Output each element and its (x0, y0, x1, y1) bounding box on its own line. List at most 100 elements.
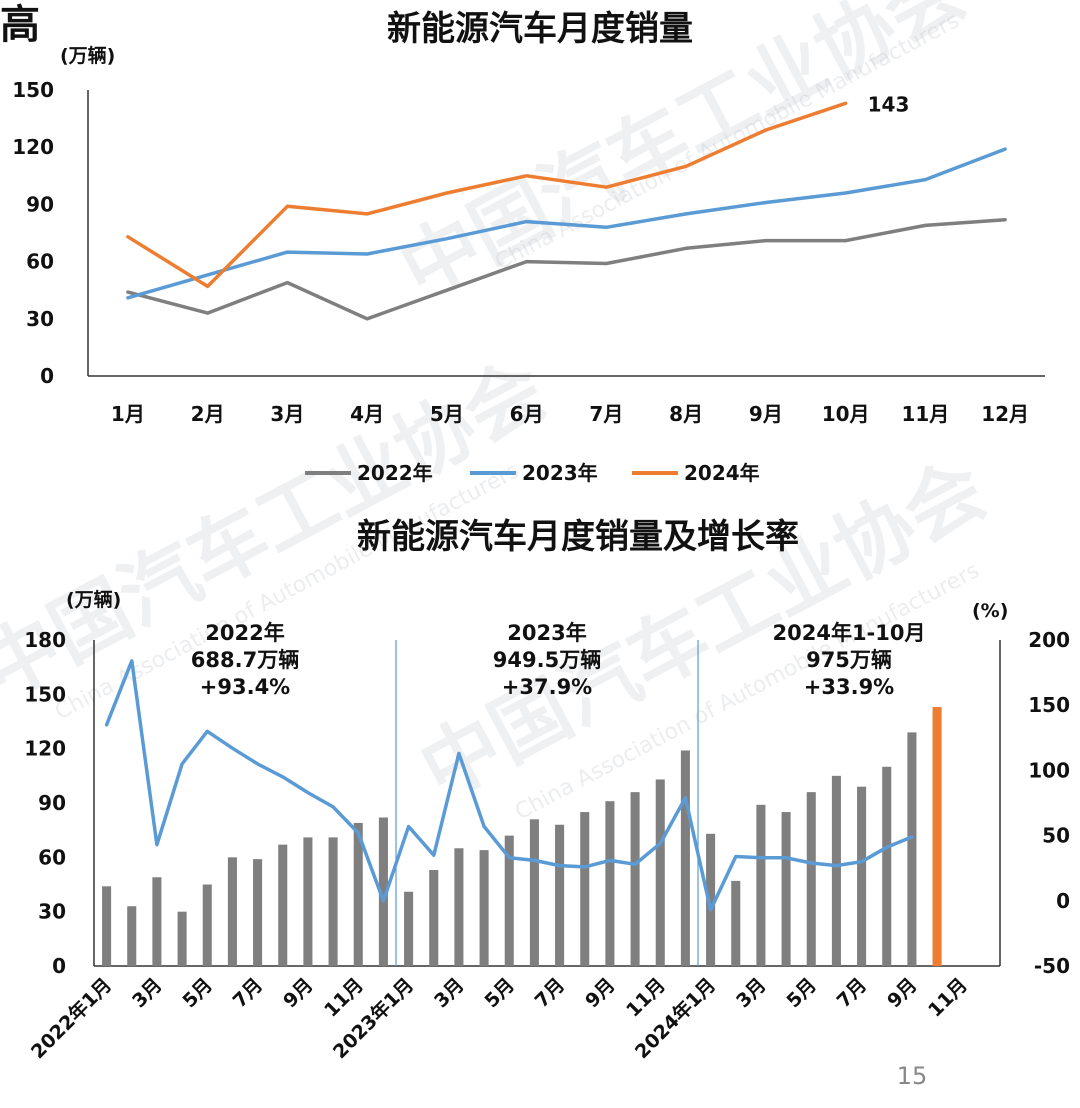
chart2-bar (127, 906, 137, 966)
chart2-y-tick-label: 30 (38, 900, 66, 924)
chart2-bar (102, 886, 112, 966)
chart1-x-ticks: 1月 2月 3月 4月 5月 6月 7月 8月 9月 10月 11月 12月 (111, 402, 1029, 426)
chart2-annotation-line: 2024年1-10月 (773, 621, 926, 645)
chart2-bar (831, 775, 841, 966)
chart1-legend: 2022年 2023年 2024年 (305, 461, 760, 485)
chart2-bar (731, 880, 741, 966)
chart2-growth-line (104, 659, 914, 912)
chart1-legend-label: 2022年 (357, 461, 433, 485)
chart2-y-unit: (万辆) (66, 588, 121, 611)
chart2-x-tick-label: 9月 (279, 974, 317, 1012)
chart2-y-tick-label: 90 (38, 791, 66, 815)
chart2-bar (555, 824, 565, 966)
chart2-y-ticks: 0 30 60 90 120 150 180 (24, 628, 66, 978)
chart2-bar-highlight (932, 707, 942, 966)
chart2-growth-line-path (104, 659, 914, 912)
chart2-x-tick: 5月 (178, 974, 216, 1012)
chart2-y-tick-label: 150 (24, 682, 66, 706)
chart2-annotation-line: 688.7万辆 (191, 648, 299, 672)
chart1-y-tick-label: 150 (12, 78, 54, 102)
chart2-x-tick: 3月 (430, 974, 468, 1012)
chart2-x-tick-label: 7月 (531, 974, 569, 1012)
chart2-y2-tick-label: 50 (1042, 824, 1070, 848)
chart2-bar (806, 792, 816, 966)
chart2-bar (429, 870, 439, 966)
chart2-bar (152, 877, 162, 966)
chart2-x-tick: 5月 (782, 974, 820, 1012)
chart1-axes (87, 90, 1045, 377)
chart2-annotation-line: +33.9% (804, 675, 894, 699)
chart2-bar (479, 850, 489, 966)
chart2-x-tick: 7月 (833, 974, 871, 1012)
chart2-x-tick: 9月 (883, 974, 921, 1012)
chart1-x-tick-label: 8月 (669, 402, 703, 426)
chart1-y-tick-label: 30 (26, 307, 54, 331)
chart2-bar (227, 857, 237, 966)
chart1-x-tick-label: 10月 (822, 402, 870, 426)
chart2-x-tick: 11月 (924, 974, 972, 1022)
chart2-bar (680, 750, 690, 966)
chart1-x-tick-label: 4月 (350, 402, 384, 426)
chart1-line-series-1 (126, 147, 1007, 300)
chart2-bar (706, 833, 716, 966)
chart2-title: 新能源汽车月度销量及增长率 (357, 517, 799, 557)
chart2-bar (177, 911, 187, 966)
chart2-annotations: 2022年 688.7万辆 +93.4% 2023年 949.5万辆 +37.9% 2024… (191, 621, 926, 699)
chart2-bar (857, 786, 867, 966)
chart2-x-tick-label: 9月 (883, 974, 921, 1012)
chart2-x-tick: 7月 (229, 974, 267, 1012)
chart2-bar (303, 837, 313, 966)
chart2-year-dividers (395, 640, 699, 966)
chart2-y2-tick-label: 0 (1056, 889, 1070, 913)
chart1-x-tick-label: 6月 (510, 402, 544, 426)
chart1-line-series-0 (126, 217, 1007, 321)
chart1-y-ticks: 0 30 60 90 120 150 (12, 78, 54, 388)
chart2-bar (580, 812, 590, 966)
chart2-x-tick: 5月 (480, 974, 518, 1012)
chart2-y2-unit: (%) (972, 600, 1008, 622)
chart2-y-tick-label: 60 (38, 845, 66, 869)
chart1-x-tick-label: 12月 (981, 402, 1029, 426)
chart2-axes (93, 640, 1001, 967)
chart2-bar (907, 732, 917, 966)
chart2-x-tick-label: 9月 (581, 974, 619, 1012)
edge-fragment-text: 高 (0, 2, 40, 48)
chart1-y-unit: (万辆) (60, 44, 115, 67)
chart2-annotation-line: 2022年 (205, 621, 284, 645)
chart2-bar (605, 801, 615, 966)
chart2-x-tick-label: 7月 (229, 974, 267, 1012)
chart1-y-tick-label: 120 (12, 135, 54, 159)
chart1-x-tick-label: 3月 (270, 402, 304, 426)
chart2-bar (882, 766, 892, 966)
chart1-x-tick-label: 9月 (749, 402, 783, 426)
chart1-x-tick-label: 7月 (589, 402, 623, 426)
chart2-y-tick-label: 0 (52, 954, 66, 978)
chart2-bar (278, 844, 288, 966)
chart2-y2-tick-label: 200 (1028, 628, 1070, 652)
chart1-y-tick-label: 60 (26, 250, 54, 274)
chart2-bar (655, 779, 665, 966)
chart1-y-tick-label: 90 (26, 192, 54, 216)
chart2-x-tick: 2022年1月 (26, 973, 116, 1063)
chart2-x-tick: 3月 (732, 974, 770, 1012)
chart2-bar (504, 835, 514, 966)
chart1-x-tick-label: 2月 (191, 402, 225, 426)
chart2-x-tick-label: 5月 (480, 974, 518, 1012)
chart2-bar (630, 792, 640, 966)
chart2-x-tick-label: 5月 (178, 974, 216, 1012)
chart2-bar (529, 819, 539, 966)
chart2-x-tick: 3月 (128, 974, 166, 1012)
chart2-bar (781, 812, 791, 966)
chart1-x-tick-label: 11月 (901, 402, 949, 426)
chart2-x-tick: 9月 (279, 974, 317, 1012)
chart2-x-tick: 7月 (531, 974, 569, 1012)
chart2-y2-tick-label: 100 (1028, 758, 1070, 782)
chart2-y-tick-label: 180 (24, 628, 66, 652)
chart1-legend-label: 2024年 (684, 461, 760, 485)
chart1-y-tick-label: 0 (40, 364, 54, 388)
chart2-x-tick: 9月 (581, 974, 619, 1012)
chart2-y-tick-label: 120 (24, 737, 66, 761)
chart2-bar (328, 837, 338, 966)
